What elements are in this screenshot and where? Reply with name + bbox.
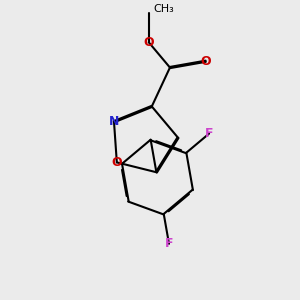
Text: F: F [205, 127, 213, 140]
Text: O: O [112, 156, 122, 169]
Text: O: O [143, 36, 154, 49]
Text: F: F [165, 237, 173, 250]
Text: O: O [200, 55, 211, 68]
Text: N: N [109, 115, 119, 128]
Text: CH₃: CH₃ [154, 4, 174, 14]
